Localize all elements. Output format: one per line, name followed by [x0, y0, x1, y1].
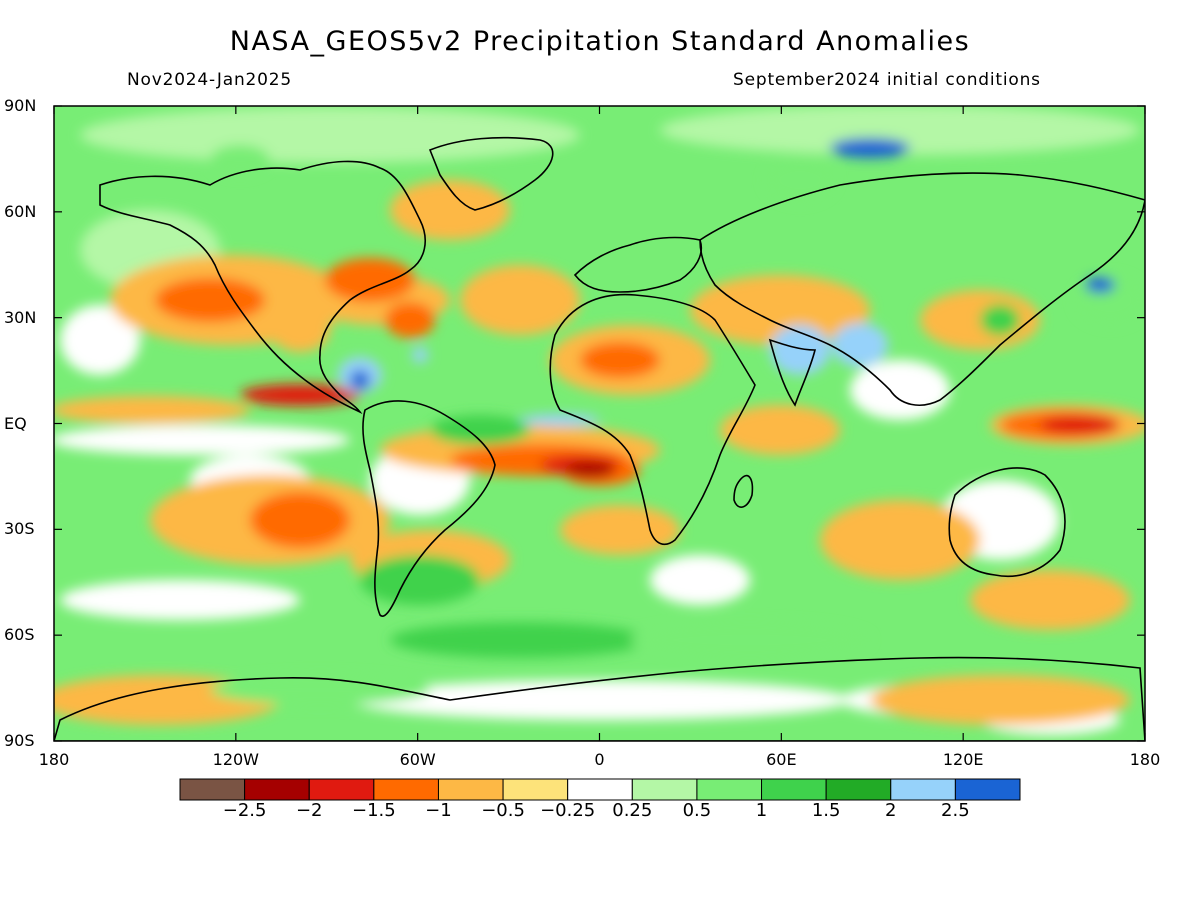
anomaly-blob	[870, 675, 1130, 725]
longitude-label: 180	[1129, 750, 1161, 769]
anomaly-blob	[580, 342, 660, 378]
anomaly-blob	[250, 492, 350, 548]
anomaly-blob	[660, 106, 1140, 155]
axis-ticks	[53, 105, 1146, 742]
colorbar-label: −0.5	[481, 800, 525, 821]
anomaly-blob	[350, 680, 850, 720]
forecast-period: Nov2024-Jan2025	[127, 70, 292, 90]
anomaly-blob	[385, 302, 435, 338]
anomaly-blob	[1040, 415, 1120, 435]
coast-australia	[948, 467, 1066, 577]
anomaly-blob	[430, 415, 530, 445]
anomaly-blob	[210, 675, 430, 705]
coast-greenland	[428, 136, 554, 211]
colorbar-label: 0.25	[612, 800, 653, 821]
colorbar-swatch	[890, 778, 956, 801]
colorbar-label: −1.5	[351, 800, 396, 821]
coast-india	[768, 338, 817, 407]
anomaly-blob	[520, 414, 600, 426]
latitude-label: 30N	[4, 307, 37, 327]
anomaly-blob	[80, 107, 580, 163]
anomaly-blob	[270, 308, 330, 352]
colorbar-label: 1.5	[811, 800, 841, 821]
initial-conditions: September2024 initial conditions	[733, 70, 1041, 90]
colorbar-swatch	[761, 778, 827, 801]
colorbar-swatch	[825, 778, 892, 801]
coastlines	[54, 136, 1145, 741]
coast-europe	[573, 236, 702, 293]
colorbar-label: −2.5	[222, 800, 267, 821]
colorbar-swatch	[244, 778, 310, 801]
latitude-label: 90N	[4, 96, 37, 115]
colorbar-swatch	[437, 778, 504, 801]
colorbar-swatch	[308, 778, 375, 801]
anomaly-blob	[690, 275, 870, 345]
anomaly-blob	[1085, 277, 1115, 293]
longitude-label: 120E	[942, 750, 984, 769]
anomaly-blob	[970, 570, 1130, 630]
anomaly-blob	[350, 370, 370, 390]
anomaly-blob	[412, 347, 428, 363]
coast-north-america	[99, 160, 426, 415]
anomaly-blob	[390, 622, 650, 658]
coast-africa	[549, 293, 756, 546]
colorbar-label: 2	[885, 800, 897, 821]
coast-antarctica	[54, 656, 1145, 741]
anomaly-blob	[820, 500, 980, 580]
anomaly-blob	[60, 305, 140, 375]
coast-madagascar	[733, 474, 754, 508]
coast-asia	[699, 172, 1145, 406]
longitude-label: 0	[594, 750, 605, 769]
anomaly-blob	[60, 580, 300, 620]
anomaly-blob	[54, 425, 350, 455]
colorbar-swatch	[179, 778, 246, 801]
colorbar-swatch	[954, 778, 1021, 801]
colorbar-swatch	[373, 778, 439, 801]
colorbar-label: 0.5	[682, 800, 712, 821]
map-title: NASA_GEOS5v2 Precipitation Standard Anom…	[229, 26, 971, 57]
map-field	[54, 106, 1145, 741]
anomaly-blob	[830, 138, 910, 158]
anomaly-blob	[565, 462, 615, 478]
anomaly-blob	[720, 405, 840, 455]
anomaly-blob	[155, 278, 265, 322]
colorbar	[179, 778, 1021, 801]
anomaly-blob	[560, 505, 680, 555]
colorbar-label: −2	[295, 800, 323, 821]
anomaly-blob	[630, 622, 870, 658]
anomaly-blob	[650, 555, 750, 605]
colorbar-swatch	[502, 778, 569, 801]
anomaly-contours	[54, 106, 1145, 735]
longitude-label: 120W	[212, 750, 259, 769]
latitude-label: EQ	[4, 413, 27, 433]
anomaly-blob	[832, 323, 888, 367]
colorbar-label: −1	[425, 800, 452, 821]
anomaly-blob	[325, 258, 415, 302]
latitude-label: 30S	[4, 519, 35, 539]
coast-south-america	[362, 400, 496, 617]
longitude-label: 60E	[766, 750, 797, 769]
anomaly-blob	[390, 180, 510, 240]
anomaly-blob	[210, 145, 270, 175]
colorbar-swatch	[696, 778, 763, 801]
latitude-label: 60N	[4, 201, 37, 221]
anomaly-blob	[980, 304, 1020, 336]
anomaly-blob	[240, 384, 360, 406]
anomaly-blob	[54, 396, 250, 424]
colorbar-swatch	[567, 778, 633, 801]
longitude-label: 60W	[399, 750, 436, 769]
colorbar-label: −0.25	[540, 800, 596, 821]
latitude-label: 60S	[4, 625, 35, 645]
colorbar-swatch	[631, 778, 698, 801]
colorbar-label: 1	[755, 800, 768, 821]
longitude-label: 180	[38, 750, 70, 769]
latitude-label: 90S	[4, 731, 35, 750]
anomaly-blob	[460, 265, 580, 335]
anomaly-blob	[850, 360, 950, 420]
colorbar-label: 2.5	[941, 800, 970, 821]
anomaly-blob	[360, 555, 480, 605]
